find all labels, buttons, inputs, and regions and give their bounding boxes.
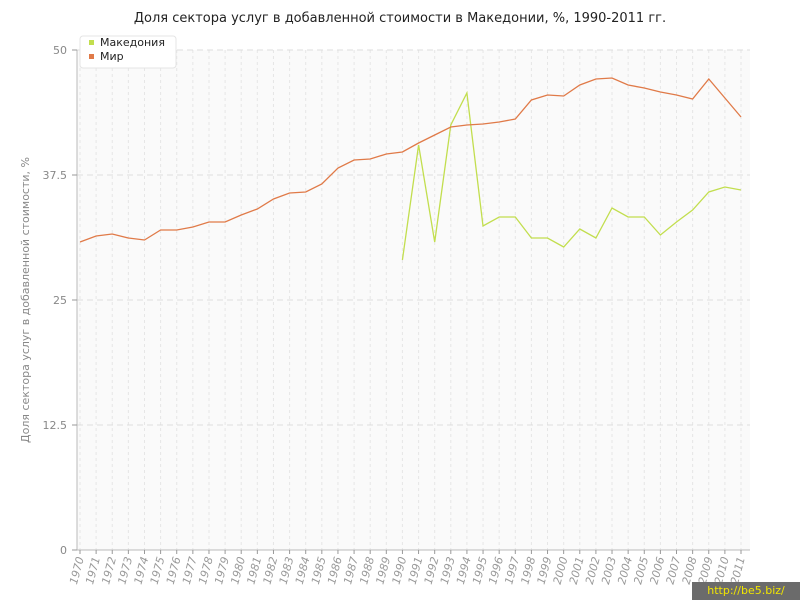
y-tick-label: 50 xyxy=(53,44,67,57)
y-tick-label: 12.5 xyxy=(43,419,68,432)
y-axis-ticks: 0 12.5 25 37.5 50 xyxy=(43,44,77,557)
y-axis-label: Доля сектора услуг в добавленной стоимос… xyxy=(19,157,32,443)
series-lines xyxy=(79,77,742,261)
y-tick-label: 25 xyxy=(53,294,67,307)
legend-label: Македония xyxy=(100,36,165,49)
y-tick-label: 37.5 xyxy=(43,169,68,182)
chart-title: Доля сектора услуг в добавленной стоимос… xyxy=(134,11,666,26)
watermark-link[interactable]: http://be5.biz/ xyxy=(692,582,800,600)
legend-swatch xyxy=(89,40,94,45)
series-line xyxy=(79,77,742,243)
grid xyxy=(77,49,750,550)
legend-box xyxy=(79,35,177,69)
legend-label: Мир xyxy=(100,50,124,63)
x-axis-ticks: 1970197119721973197419751976197719781979… xyxy=(67,550,748,586)
series-line xyxy=(401,90,742,261)
y-tick-label: 0 xyxy=(60,544,67,557)
legend-swatch xyxy=(89,54,94,59)
